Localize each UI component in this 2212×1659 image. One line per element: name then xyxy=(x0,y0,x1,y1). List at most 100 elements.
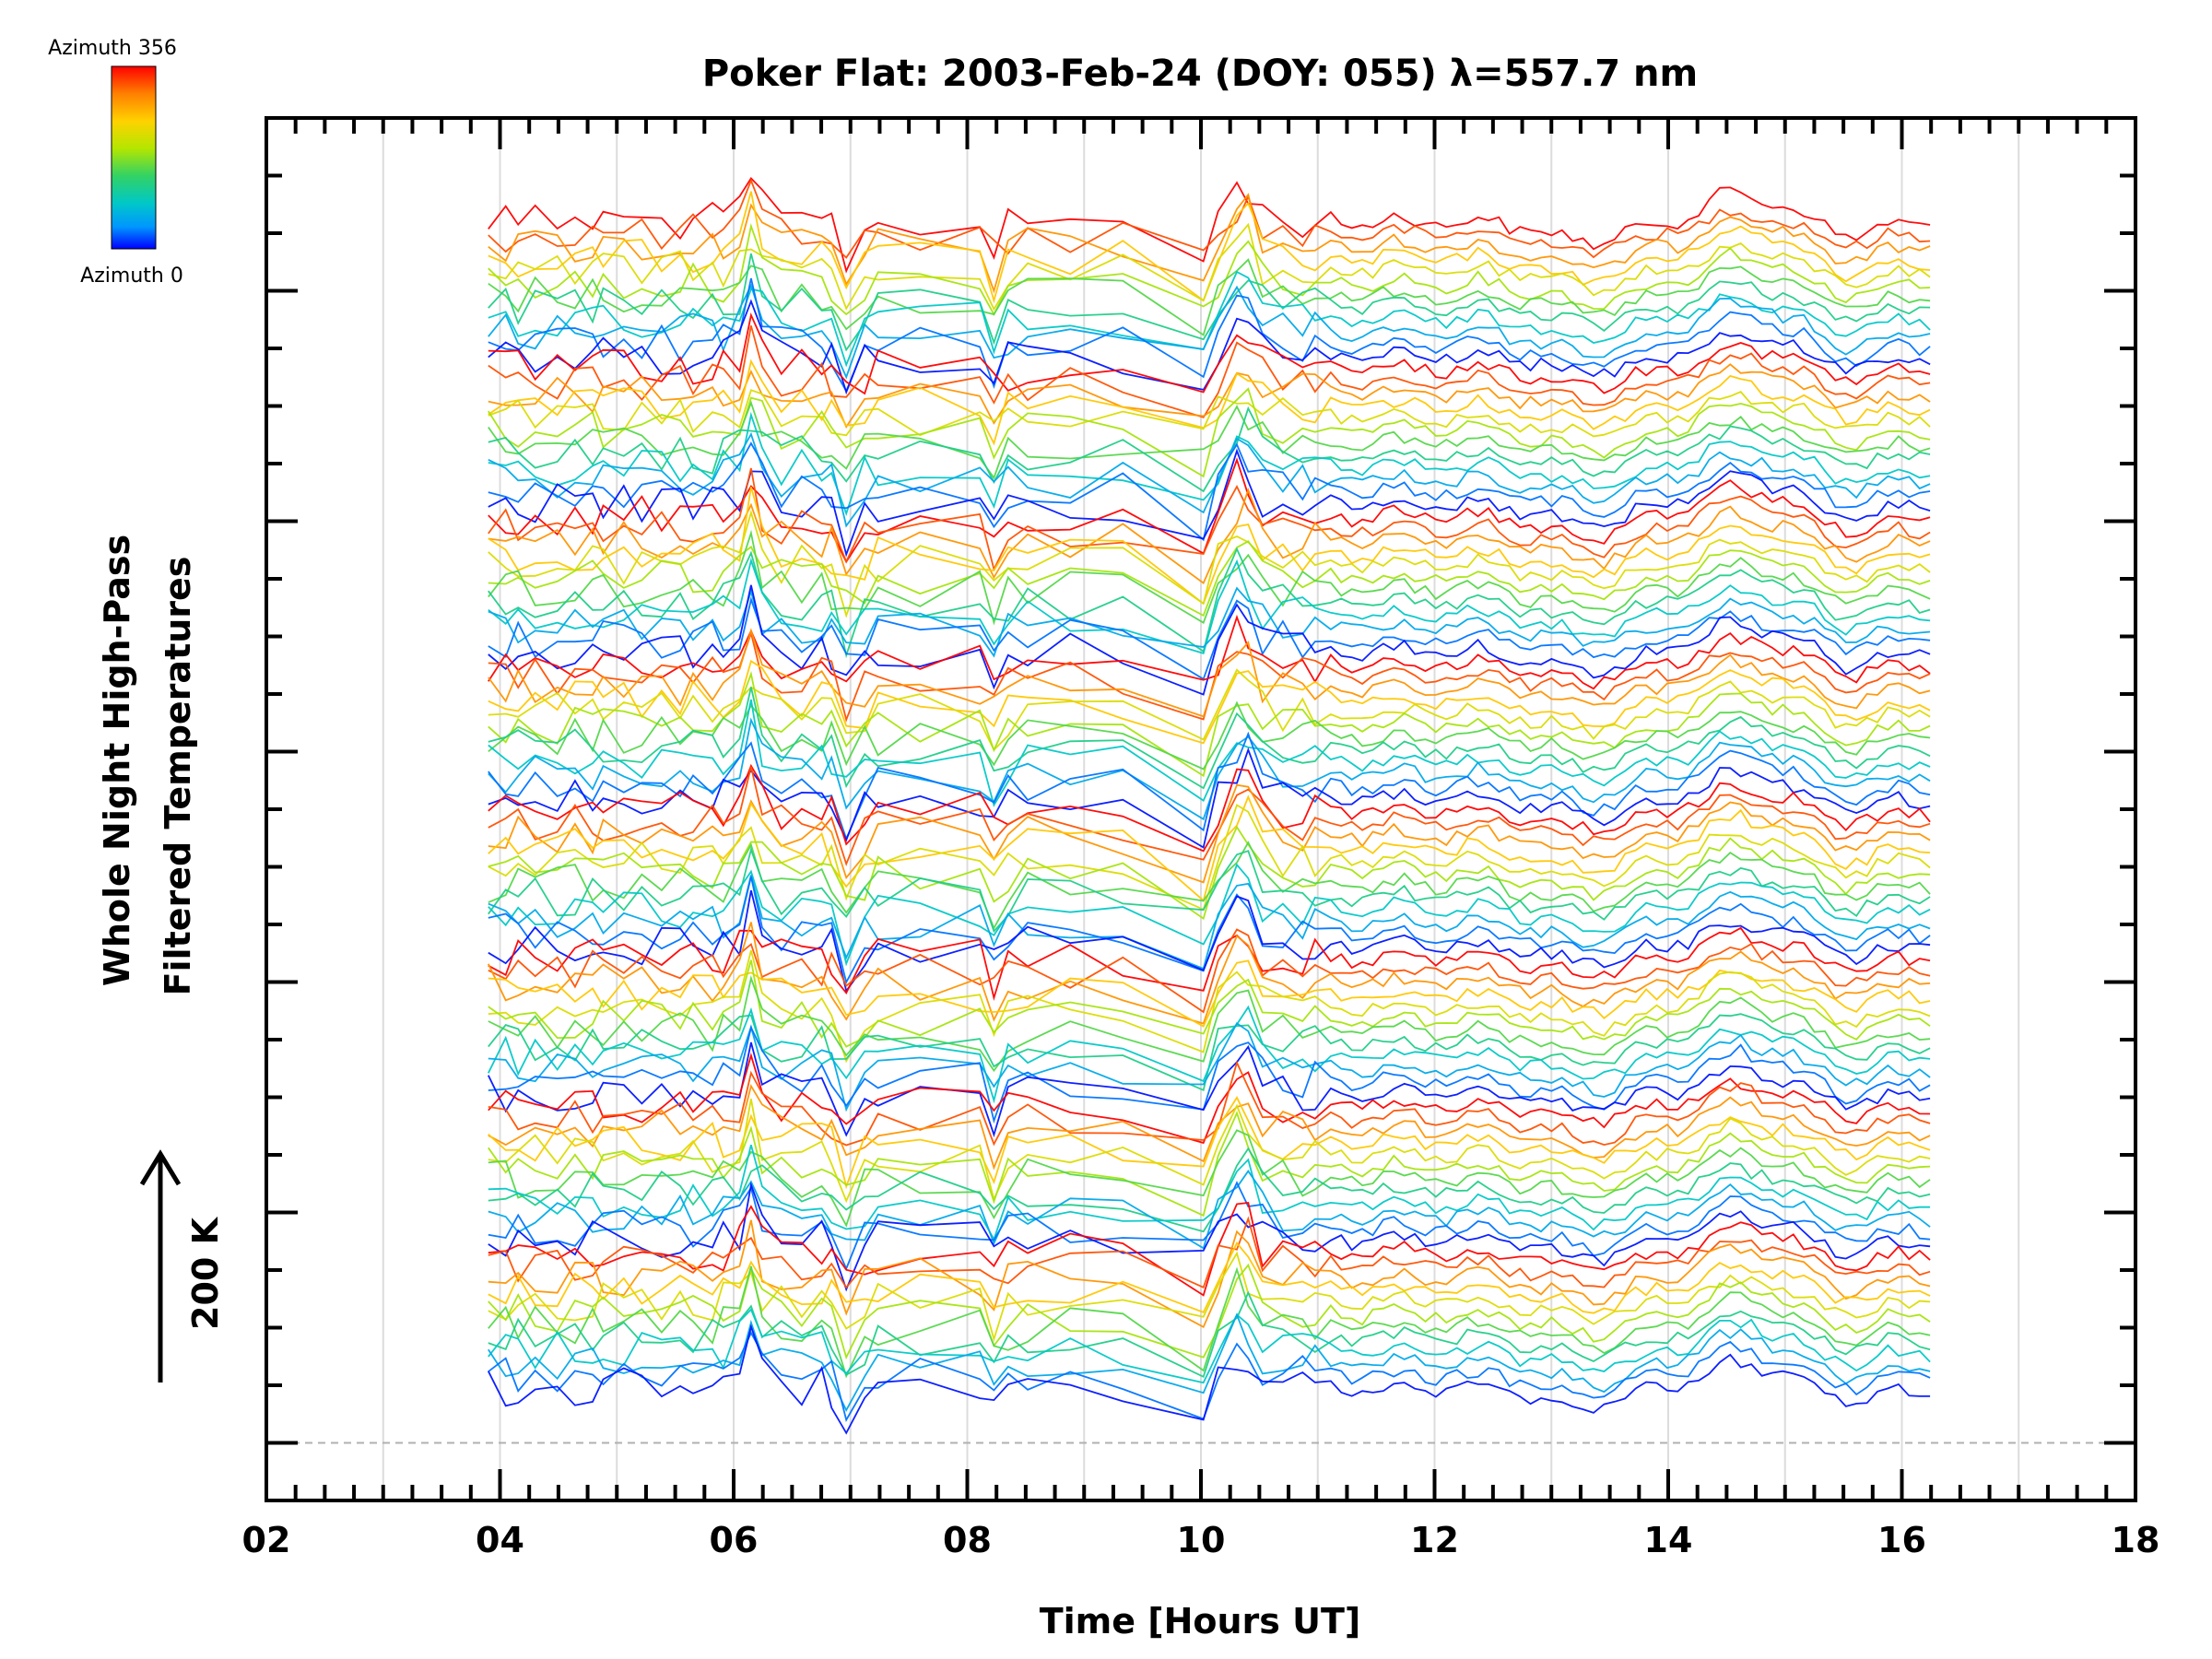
trace-line xyxy=(488,406,1931,493)
x-tick-label: 16 xyxy=(1877,1520,1926,1560)
x-tick-label: 02 xyxy=(242,1520,291,1560)
trace-line xyxy=(488,863,1931,967)
trace-line xyxy=(488,584,1931,696)
x-tick-label: 18 xyxy=(2112,1520,2160,1560)
scale-label: 200 K xyxy=(185,1216,226,1330)
trace-line xyxy=(487,1324,1931,1435)
trace-line xyxy=(488,441,1931,542)
trace-line xyxy=(488,1182,1931,1292)
trace-line xyxy=(488,223,1931,317)
trace-line xyxy=(488,1111,1931,1218)
trace-line xyxy=(488,1144,1931,1241)
colorbar: Azimuth 356 Azimuth 0 xyxy=(48,37,183,288)
trace-line xyxy=(488,557,1931,655)
trace-line xyxy=(488,926,1931,1002)
trace-line xyxy=(488,1053,1931,1145)
trace-line xyxy=(488,400,1931,480)
trace-line xyxy=(488,467,1931,572)
trace-line xyxy=(488,1181,1931,1271)
trace-line xyxy=(488,1216,1931,1289)
x-tick-label: 12 xyxy=(1410,1520,1459,1560)
trace-line xyxy=(488,487,1931,606)
trace-line xyxy=(488,1096,1931,1190)
trace-line xyxy=(488,529,1931,626)
trace-line xyxy=(488,928,1931,1014)
trace-line xyxy=(488,949,1931,1064)
trace-line xyxy=(488,889,1931,994)
trace-line xyxy=(488,841,1931,930)
trace-line xyxy=(488,1219,1931,1329)
trace-line xyxy=(488,1083,1931,1171)
trace-line xyxy=(488,959,1931,1048)
trace-line xyxy=(488,794,1931,902)
trace-line xyxy=(488,804,1931,912)
trace-line xyxy=(488,659,1931,745)
trace-line xyxy=(488,1312,1931,1412)
trace-line xyxy=(488,1021,1931,1112)
trace-line xyxy=(488,325,1931,418)
trace-line xyxy=(488,1025,1931,1124)
plot-frame xyxy=(265,116,2137,1502)
trace-line xyxy=(488,975,1931,1073)
trace-line xyxy=(488,846,1931,934)
trace-line xyxy=(488,1308,1931,1384)
trace-line xyxy=(488,1265,1931,1379)
trace-line xyxy=(488,717,1931,821)
trace-line xyxy=(488,763,1931,853)
chart-title: Poker Flat: 2003-Feb-24 (DOY: 055) λ=557… xyxy=(702,53,1698,95)
trace-line xyxy=(488,586,1931,658)
trace-line xyxy=(488,178,1931,259)
trace-line xyxy=(488,1099,1931,1204)
trace-line xyxy=(487,1005,1931,1104)
axis-ticks xyxy=(265,116,2137,1502)
x-axis-label: Time [Hours UT] xyxy=(1040,1601,1361,1641)
trace-line xyxy=(488,1290,1931,1379)
trace-line xyxy=(488,1202,1931,1297)
colorbar-bottom-label: Azimuth 0 xyxy=(80,265,183,288)
trace-line xyxy=(488,488,1931,584)
trace-line xyxy=(487,922,1931,1025)
trace-line xyxy=(488,312,1931,395)
trace-line xyxy=(488,825,1931,921)
trace-line xyxy=(488,277,1931,394)
trace-line xyxy=(488,1013,1931,1092)
y-axis-label-line2: Filtered Temperatures xyxy=(158,557,198,996)
trace-line xyxy=(488,687,1931,790)
x-tick-label: 10 xyxy=(1177,1520,1226,1560)
x-tick-label: 08 xyxy=(943,1520,992,1560)
trace-line xyxy=(488,193,1931,294)
trace-line xyxy=(488,876,1931,985)
trace-line xyxy=(488,671,1931,778)
trace-line xyxy=(488,387,1931,478)
trace-line xyxy=(488,253,1931,352)
trace-line xyxy=(488,1251,1931,1343)
x-tick-labels: 02 04 06 08 10 12 14 16 18 xyxy=(242,1520,2160,1560)
trace-line xyxy=(488,628,1931,718)
vertical-grid xyxy=(382,118,2020,1500)
trace-line xyxy=(488,448,1931,558)
trace-line xyxy=(488,363,1931,429)
trace-line xyxy=(488,699,1931,807)
trace-line xyxy=(488,1147,1931,1233)
trace-line xyxy=(488,389,1931,438)
trace-line xyxy=(488,1241,1931,1314)
trace-line xyxy=(488,222,1931,312)
trace-line xyxy=(488,509,1931,618)
y-axis-label-line1: Whole Night High-Pass xyxy=(97,535,137,986)
traces xyxy=(487,177,1931,1435)
trace-line xyxy=(488,431,1931,528)
trace-line xyxy=(488,1331,1931,1422)
trace-line xyxy=(488,411,1931,516)
x-tick-label: 14 xyxy=(1644,1520,1693,1560)
trace-line xyxy=(488,629,1931,723)
trace-line xyxy=(488,783,1931,884)
trace-line xyxy=(488,283,1931,380)
trace-line xyxy=(488,596,1931,681)
trace-line xyxy=(487,1041,1931,1138)
colorbar-gradient xyxy=(111,65,157,250)
trace-line xyxy=(488,177,1931,274)
trace-line xyxy=(488,457,1931,564)
x-tick-label: 06 xyxy=(710,1520,759,1560)
trace-line xyxy=(488,258,1931,336)
x-tick-label: 04 xyxy=(476,1520,524,1560)
